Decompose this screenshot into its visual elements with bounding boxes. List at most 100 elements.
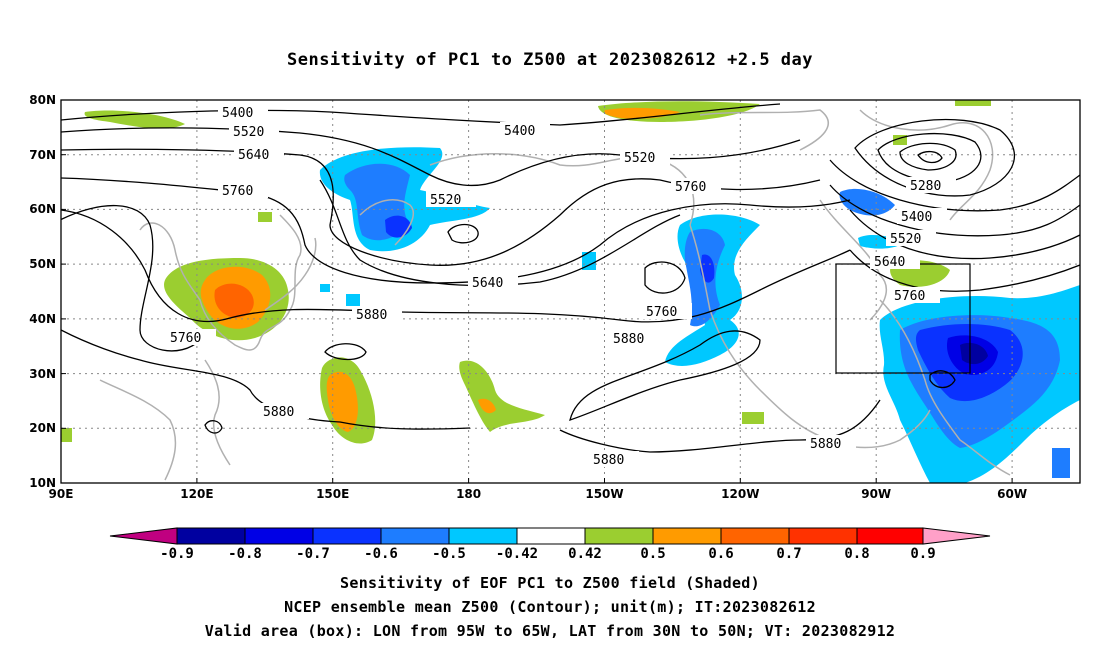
contour-label: 5640 — [238, 148, 269, 163]
contour-label-group: 5400 5520 5640 5760 5400 5520 5520 5760 … — [166, 104, 956, 468]
coastline-kamchatka — [359, 199, 415, 246]
colorbar-label: -0.7 — [296, 546, 330, 562]
negative-speck-1 — [582, 252, 596, 270]
contour-label: 5760 — [170, 331, 201, 346]
contour-5640-mid — [319, 179, 681, 287]
lon-label: 180 — [456, 487, 481, 501]
negative-speck-4 — [1052, 448, 1070, 478]
coastline-hudson-bay — [819, 199, 887, 321]
colorbar-label: 0.42 — [568, 546, 602, 562]
lon-label: 150E — [316, 487, 349, 501]
colorbar-segment — [380, 527, 450, 545]
contour-label: 5880 — [810, 437, 841, 452]
contour-5880-gulf — [929, 370, 956, 389]
contour-5880-south — [61, 329, 471, 430]
positive-speck-3 — [742, 412, 764, 424]
positive-region-central-pacific-core — [326, 371, 358, 432]
colorbar-label: 0.9 — [910, 546, 935, 562]
contour-label: 5880 — [356, 308, 387, 323]
chart-title: Sensitivity of PC1 to Z500 at 2023082612… — [286, 50, 813, 70]
negative-region-labrador — [839, 188, 895, 216]
caption-contour: NCEP ensemble mean Z500 (Contour); unit(… — [284, 598, 816, 616]
lat-label: 70N — [29, 148, 56, 162]
lat-label: 80N — [29, 93, 56, 107]
contour-label: 5280 — [910, 179, 941, 194]
coastline-north-america-west — [689, 224, 831, 441]
contour-5280-ring-mid — [877, 133, 982, 183]
colorbar-segment — [720, 527, 790, 545]
contour-label: 5400 — [504, 124, 535, 139]
contour-5520-east — [829, 184, 1080, 237]
contour-label: 5880 — [613, 332, 644, 347]
contour-5400-east — [829, 159, 1080, 212]
coastline-japan — [264, 237, 317, 311]
contour-label: 5880 — [263, 405, 294, 420]
contour-label: 5520 — [890, 232, 921, 247]
colorbar-label: 0.7 — [776, 546, 801, 562]
coastline-southeast-asia — [99, 379, 177, 481]
contour-label: 5760 — [675, 180, 706, 195]
lat-label: 40N — [29, 312, 56, 326]
colorbar-segment — [312, 527, 382, 545]
lon-label: 120W — [721, 487, 759, 501]
sensitivity-shading — [61, 100, 1080, 483]
contour-5400-west — [61, 103, 781, 126]
lon-label: 150W — [585, 487, 623, 501]
lon-label: 90E — [49, 487, 74, 501]
colorbar-segment — [652, 527, 722, 545]
negative-speck-3 — [320, 284, 330, 292]
colorbar-segment — [448, 527, 518, 545]
colorbar-label: -0.9 — [160, 546, 194, 562]
contour-label: 5400 — [222, 106, 253, 121]
colorbar-label: -0.42 — [496, 546, 538, 562]
positive-region-north-pacific-west — [84, 110, 185, 129]
lat-label: 60N — [29, 202, 56, 216]
colorbar-segment — [516, 527, 586, 545]
colorbar: -0.9 -0.8 -0.7 -0.6 -0.5 -0.42 0.42 0.5 … — [109, 527, 991, 562]
longitude-labels: 90E 120E 150E 180 150W 120W 90W 60W — [49, 487, 1028, 501]
colorbar-right-arrow — [922, 527, 991, 545]
contour-5880-loop — [569, 330, 761, 421]
colorbar-label: 0.8 — [844, 546, 869, 562]
contour-5880-closed-small — [204, 420, 223, 434]
colorbar-segment — [856, 527, 924, 545]
colorbar-label: -0.5 — [432, 546, 466, 562]
contour-label: 5760 — [222, 184, 253, 199]
colorbar-label: -0.8 — [228, 546, 262, 562]
contour-label: 5640 — [874, 255, 905, 270]
colorbar-segment — [788, 527, 858, 545]
colorbar-label: 0.5 — [640, 546, 665, 562]
positive-region-east-asia-peak — [214, 283, 254, 318]
contour-5760-closed — [644, 261, 686, 294]
contour-label: 5400 — [901, 210, 932, 225]
caption-valid-area: Valid area (box): LON from 95W to 65W, L… — [204, 622, 896, 640]
contour-5880-closed — [324, 343, 367, 361]
contour-label: 5520 — [430, 193, 461, 208]
positive-region-dateline-core — [478, 398, 496, 414]
positive-region-dateline — [459, 360, 545, 432]
colorbar-label: -0.6 — [364, 546, 398, 562]
colorbar-segment — [244, 527, 314, 545]
contour-5280-ring-inner — [899, 142, 957, 171]
colorbar-left-arrow — [109, 527, 178, 545]
contour-label: 5760 — [894, 289, 925, 304]
coastline-east-asia — [139, 214, 302, 351]
contour-5640-east — [849, 209, 1080, 260]
lat-label: 30N — [29, 367, 56, 381]
contour-5760-loop-west — [61, 204, 201, 352]
positive-speck-2 — [258, 212, 272, 222]
contour-5520-closed — [447, 223, 479, 244]
lat-label: 20N — [29, 421, 56, 435]
positive-speck-5 — [955, 100, 991, 106]
contour-label: 5520 — [233, 125, 264, 140]
coastline-arctic-islands — [699, 109, 829, 151]
negative-region-eastern-us-peak — [960, 342, 988, 365]
contour-5280-ring-core — [917, 150, 943, 164]
lon-label: 120E — [180, 487, 213, 501]
colorbar-segment — [584, 527, 654, 545]
lat-label: 10N — [29, 476, 56, 490]
lat-label: 50N — [29, 257, 56, 271]
axis-ticks — [60, 99, 1013, 484]
contour-5880-east — [559, 399, 881, 453]
